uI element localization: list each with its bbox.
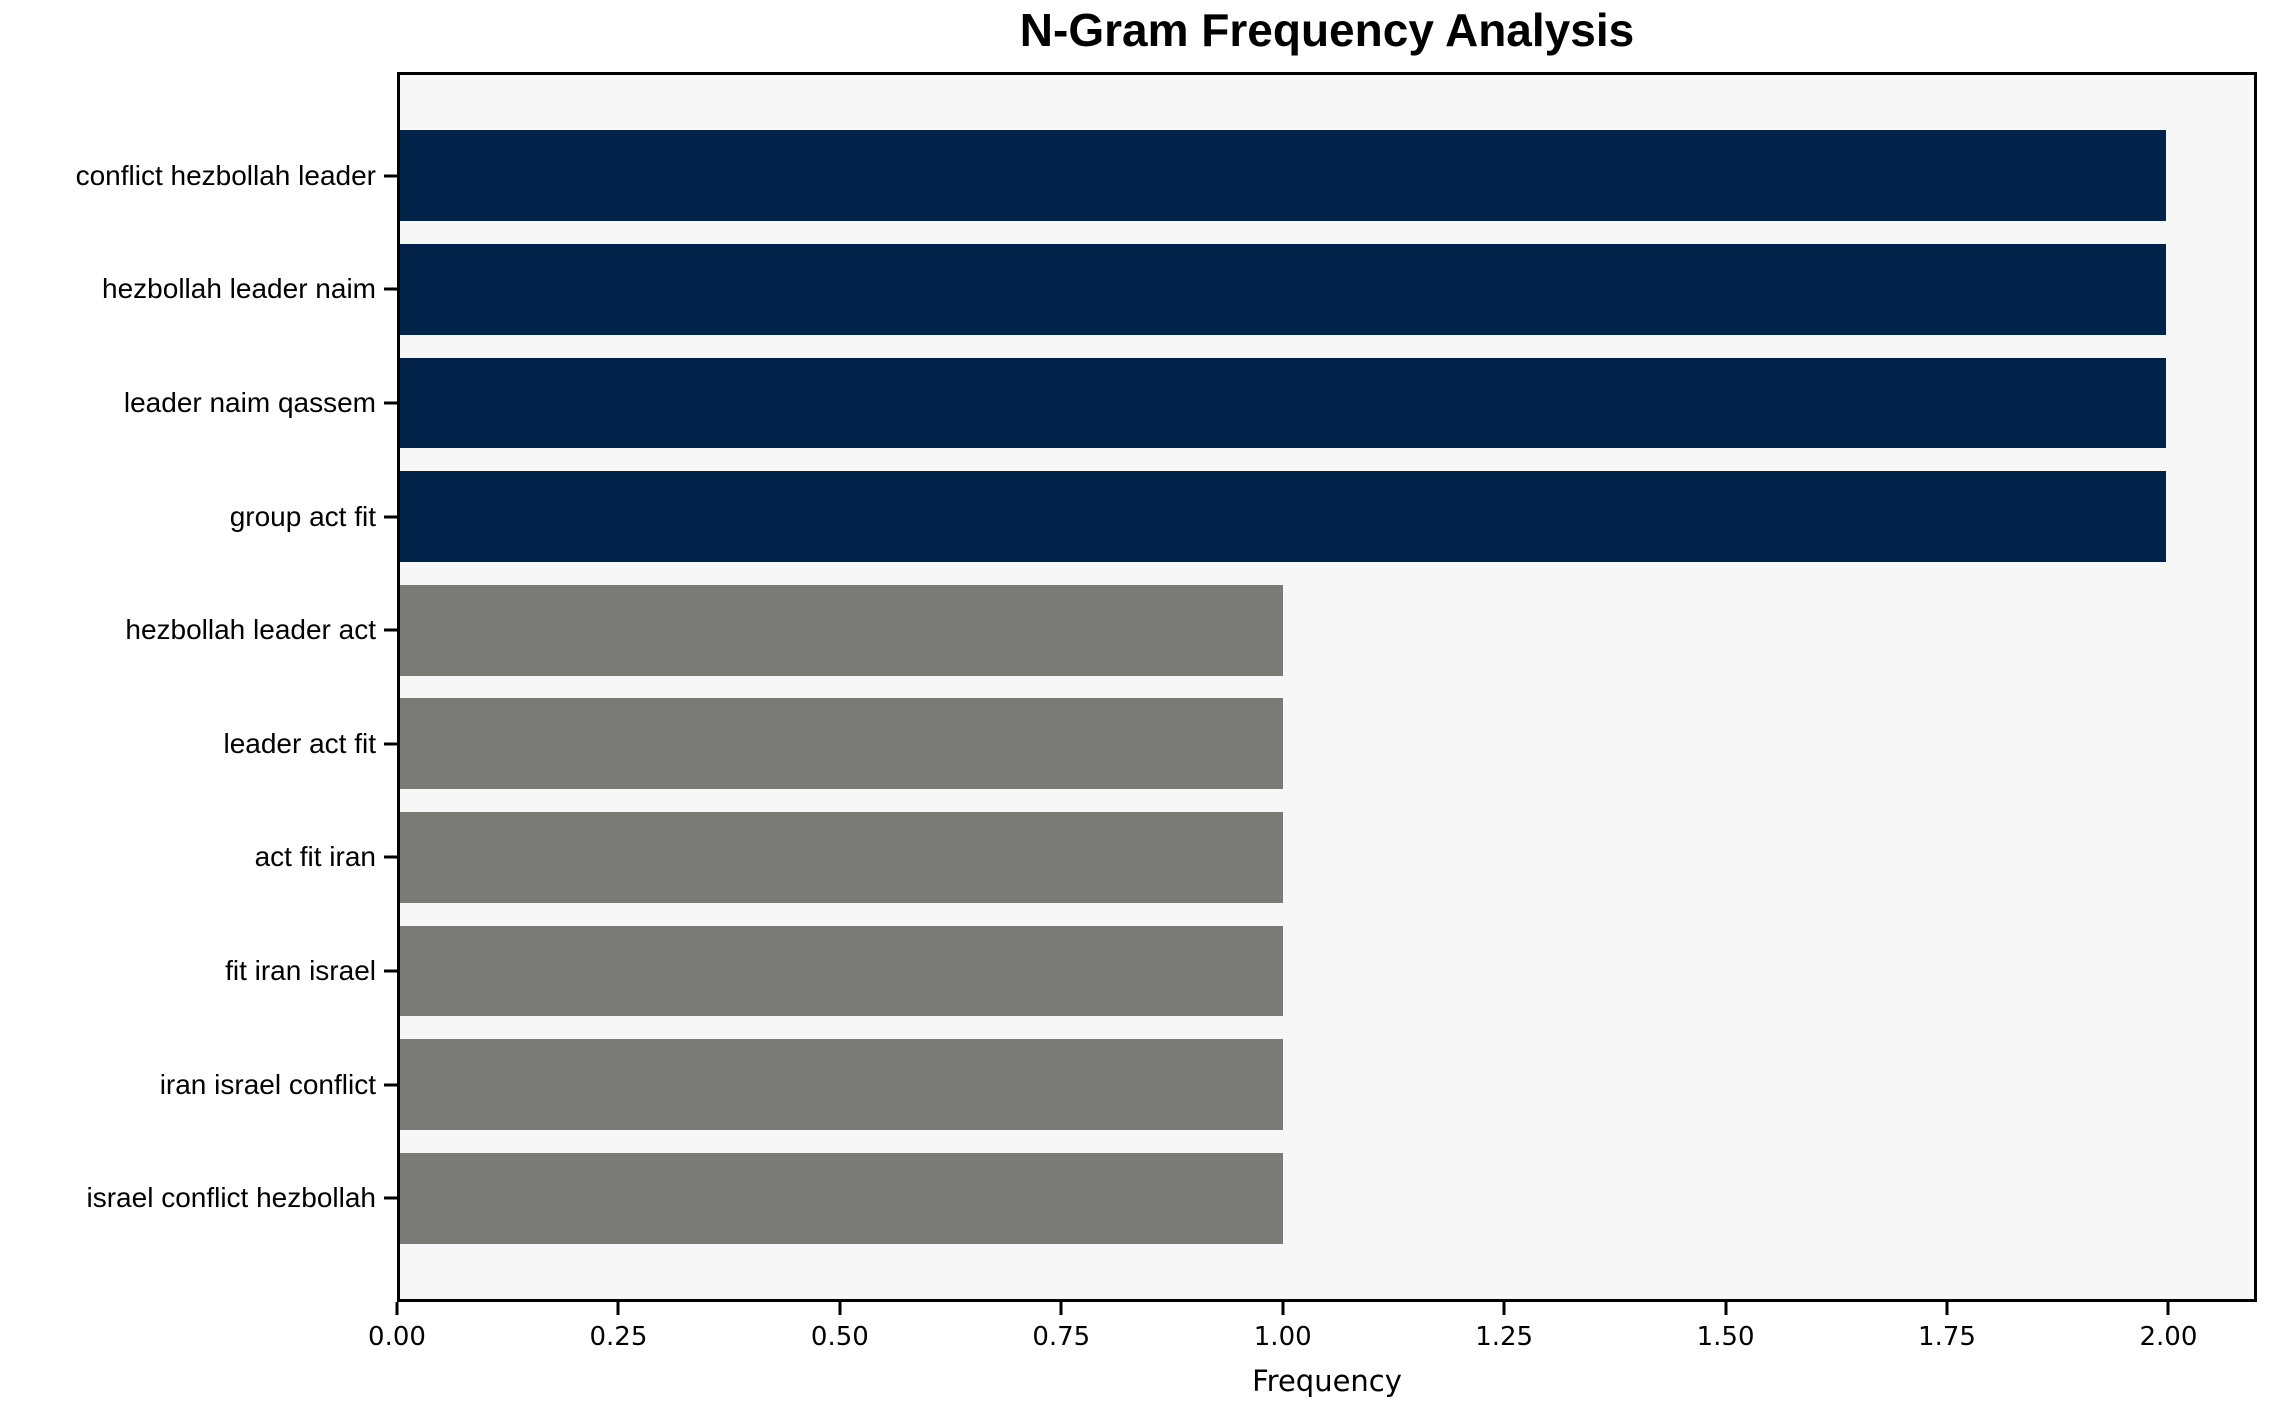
y-axis-tick-label: iran israel conflict xyxy=(159,1068,376,1100)
frequency-bar xyxy=(400,584,1283,676)
y-axis-tick-mark xyxy=(384,174,397,178)
x-axis-tick-label: 0.25 xyxy=(589,1322,648,1352)
y-axis-tick-mark xyxy=(384,515,397,519)
x-axis-tick-label: 0.75 xyxy=(1032,1322,1091,1352)
y-axis-tick-mark xyxy=(384,855,397,859)
bar-row: group act fit xyxy=(230,460,2254,574)
bar-row: conflict hezbollah leader xyxy=(76,119,2254,233)
bar-row: fit iran israel xyxy=(225,914,2254,1028)
x-axis: 0.00 0.25 0.50 0.75 1.00 1.25 1.50 1.75 xyxy=(368,1302,2257,1414)
y-axis-tick-label: hezbollah leader naim xyxy=(102,273,376,305)
x-axis-tick-mark xyxy=(1724,1302,1728,1315)
x-axis-tick-mark xyxy=(1281,1302,1285,1315)
x-axis-tick-label: 1.75 xyxy=(1918,1322,1976,1352)
y-axis-tick-mark xyxy=(384,628,397,632)
frequency-bar xyxy=(400,130,2166,222)
x-axis-label: Frequency xyxy=(1252,1364,1402,1398)
x-axis-tick-mark xyxy=(1945,1302,1949,1315)
y-axis-tick-mark xyxy=(384,969,397,973)
bar-row: act fit iran xyxy=(255,801,2254,915)
y-axis-tick-label: act fit iran xyxy=(254,841,376,873)
x-axis-tick-mark xyxy=(1059,1302,1063,1315)
x-axis-tick-label: 0.50 xyxy=(810,1322,869,1352)
x-axis-tick-label: 1.00 xyxy=(1253,1322,1312,1352)
bar-row: israel conflict hezbollah xyxy=(87,1141,2254,1255)
y-axis-tick-label: leader act fit xyxy=(223,727,376,759)
frequency-bar xyxy=(400,243,2166,335)
bar-row: hezbollah leader naim xyxy=(102,233,2254,347)
frequency-bar xyxy=(400,925,1283,1017)
frequency-bar xyxy=(400,698,1283,790)
x-axis-tick-label: 1.25 xyxy=(1475,1322,1534,1352)
y-axis-tick-label: hezbollah leader act xyxy=(125,614,376,646)
bar-row: hezbollah leader act xyxy=(125,573,2254,687)
y-axis-tick-mark xyxy=(384,287,397,291)
frequency-bar xyxy=(400,357,2166,449)
plot-area: conflict hezbollah leader hezbollah lead… xyxy=(76,72,2257,1302)
frequency-bar xyxy=(400,811,1283,903)
bar-row: leader naim qassem xyxy=(124,346,2254,460)
x-axis-tick-mark xyxy=(1502,1302,1506,1315)
chart-title: N-Gram Frequency Analysis xyxy=(1019,4,1635,56)
x-axis-tick-label: 2.00 xyxy=(2139,1322,2198,1352)
y-axis-tick-label: group act fit xyxy=(229,500,376,532)
frequency-bar xyxy=(400,1039,1283,1130)
frequency-bar xyxy=(400,1152,1283,1244)
x-axis-tick-mark xyxy=(616,1302,620,1315)
y-axis-tick-label: israel conflict hezbollah xyxy=(86,1182,377,1214)
x-axis-tick-mark xyxy=(2166,1302,2170,1315)
y-axis-tick-mark xyxy=(384,742,397,746)
bar-row: iran israel conflict xyxy=(160,1028,2254,1142)
y-axis-tick-mark xyxy=(384,1196,397,1200)
x-axis-tick-mark xyxy=(395,1302,399,1315)
x-axis-tick-label: 1.50 xyxy=(1696,1322,1755,1352)
x-axis-tick-label: 0.00 xyxy=(368,1322,426,1352)
bar-row: leader act fit xyxy=(223,687,2254,801)
y-axis-tick-label: conflict hezbollah leader xyxy=(75,159,376,191)
y-axis-tick-label: fit iran israel xyxy=(225,954,376,986)
bar-rows: conflict hezbollah leader hezbollah lead… xyxy=(76,75,2254,1299)
frequency-bar xyxy=(400,471,2166,563)
x-axis-tick-mark xyxy=(838,1302,842,1315)
y-axis-tick-mark xyxy=(384,1083,397,1087)
y-axis-tick-mark xyxy=(384,401,397,405)
y-axis-tick-label: leader naim qassem xyxy=(123,386,376,418)
